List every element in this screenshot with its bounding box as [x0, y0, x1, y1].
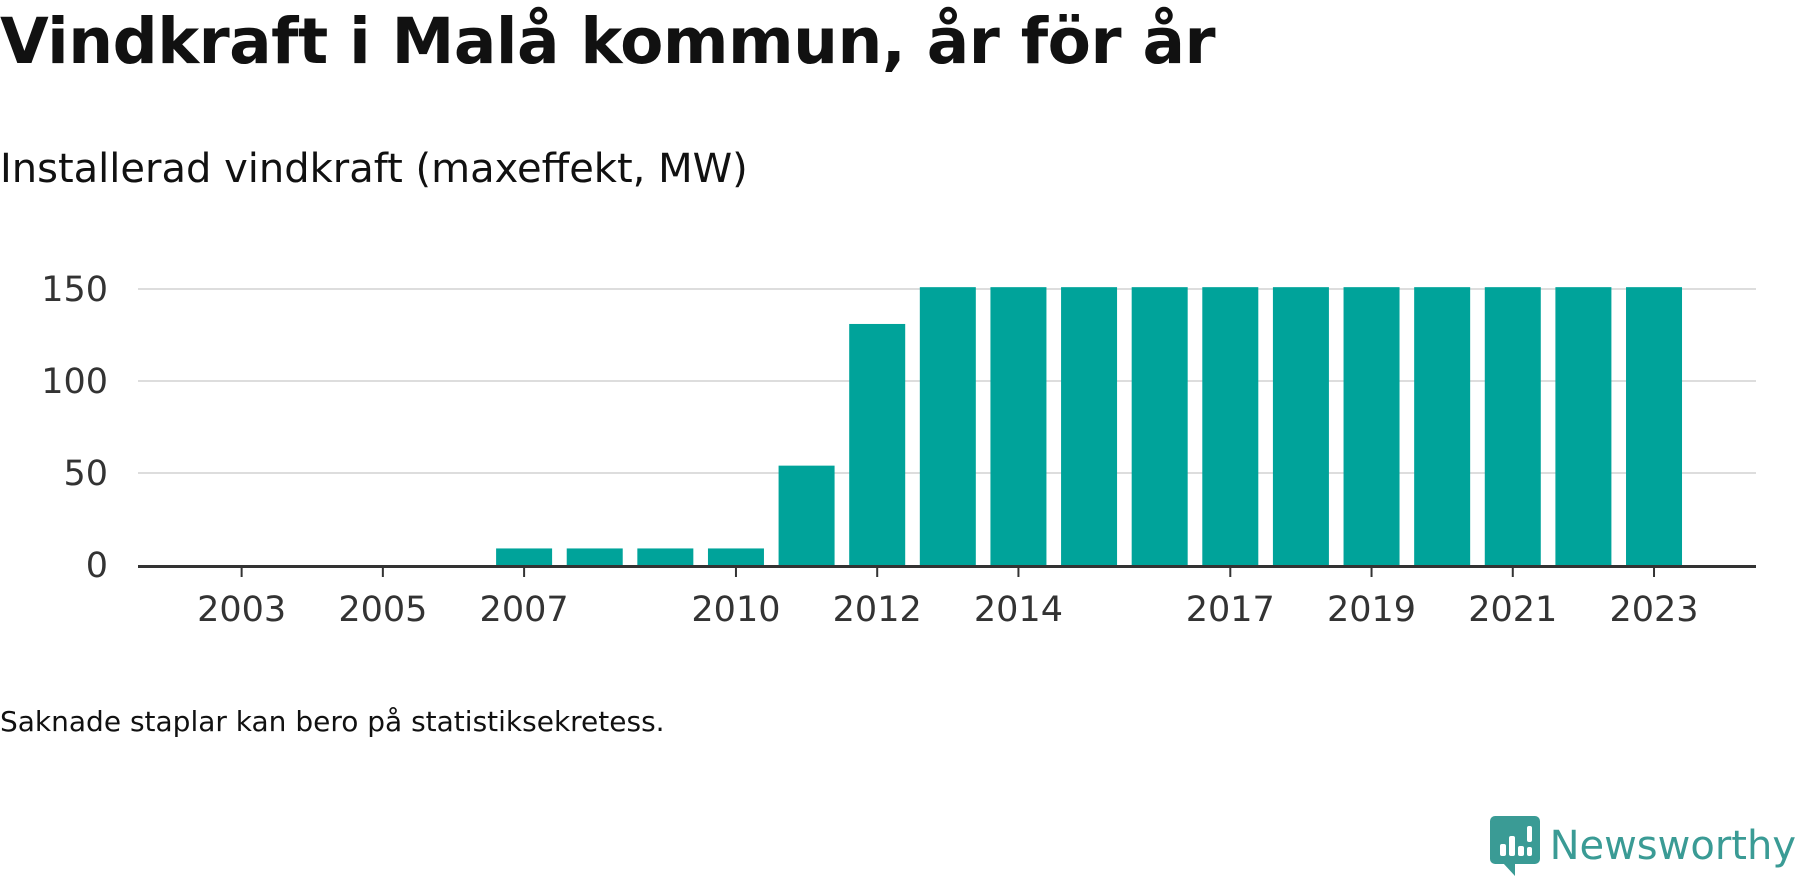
x-tick-label: 2017 [1186, 590, 1275, 630]
bar-2022 [1555, 287, 1612, 565]
bar-2020 [1414, 287, 1471, 565]
y-tick-label: 0 [86, 546, 108, 586]
x-tick-label: 2021 [1468, 590, 1557, 630]
bar-2012 [849, 323, 906, 565]
bar-2013 [919, 287, 976, 565]
chart-title: Vindkraft i Malå kommun, år för år [0, 5, 1216, 78]
bar-2016 [1131, 287, 1188, 565]
x-tick-label: 2012 [833, 590, 922, 630]
x-tick-label: 2014 [974, 590, 1063, 630]
bar-2021 [1484, 287, 1541, 565]
bar-2019 [1343, 287, 1400, 565]
x-tick-label: 2019 [1327, 590, 1416, 630]
x-tick-label: 2010 [691, 590, 780, 630]
axes: 0 50 100 150 2003 2005 2007 2010 2012 2014 2017 201… [41, 270, 1756, 630]
y-tick-label: 150 [41, 270, 108, 310]
y-tick-label: 100 [41, 362, 108, 402]
bar-2008 [566, 548, 623, 565]
bar-2010 [707, 548, 764, 565]
x-tick-label: 2005 [338, 590, 427, 630]
bar-2011 [778, 465, 835, 565]
bar-chart: 0 50 100 150 2003 2005 2007 2010 2012 2014 2017 201… [41, 270, 1756, 630]
x-tick-label: 2023 [1609, 590, 1698, 630]
bar-2017 [1202, 287, 1259, 565]
bars [496, 287, 1683, 565]
newsworthy-logo-icon [1489, 816, 1540, 876]
bar-2007 [496, 548, 553, 565]
y-tick-label: 50 [63, 454, 108, 494]
bar-2015 [1061, 287, 1118, 565]
bar-2009 [637, 548, 694, 565]
x-tick-label: 2003 [197, 590, 286, 630]
bar-2023 [1626, 287, 1683, 565]
chart-subtitle: Installerad vindkraft (maxeffekt, MW) [0, 146, 748, 192]
x-tick-label: 2007 [480, 590, 569, 630]
bar-2014 [990, 287, 1047, 565]
footnote: Saknade staplar kan bero på statistiksek… [0, 705, 665, 738]
newsworthy-brand[interactable]: Newsworthy [1489, 816, 1796, 876]
bar-2018 [1272, 287, 1329, 565]
brand-name: Newsworthy [1549, 823, 1796, 869]
